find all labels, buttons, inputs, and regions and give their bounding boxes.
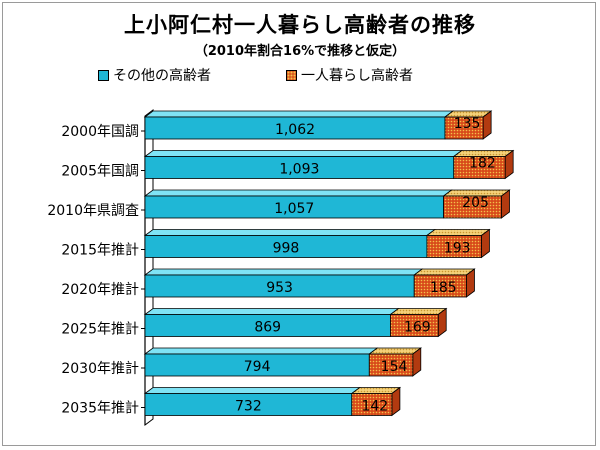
value-label-alone: 135 xyxy=(454,116,481,132)
legend-swatch-other xyxy=(98,69,109,81)
value-label-other: 1,093 xyxy=(279,162,319,178)
value-label-alone: 182 xyxy=(469,156,496,172)
bar-alone-top xyxy=(368,347,422,355)
value-label-alone: 193 xyxy=(444,241,471,257)
bar-other-top xyxy=(143,150,463,157)
value-label-alone: 154 xyxy=(381,359,408,375)
category-label: 2030年推計 xyxy=(61,361,139,377)
value-label-other: 869 xyxy=(254,320,281,336)
legend-label-alone: 一人暮らし高齢者 xyxy=(301,68,413,84)
legend: その他の高齢者 一人暮らし高齢者 xyxy=(0,65,600,85)
value-label-other: 732 xyxy=(235,399,262,415)
value-label-alone: 205 xyxy=(462,195,489,211)
chart-subtitle: （2010年割合16%で推移と仮定） xyxy=(194,44,406,59)
bar-alone xyxy=(443,195,502,219)
value-label-other: 953 xyxy=(266,280,293,296)
category-label: 2010年県調査 xyxy=(47,203,139,219)
value-label-alone: 185 xyxy=(430,280,457,296)
value-label-other: 1,062 xyxy=(275,122,315,138)
bar-alone xyxy=(351,393,393,416)
bar-alone xyxy=(413,274,467,298)
value-label-other: 1,057 xyxy=(274,201,314,217)
category-label: 2035年推計 xyxy=(61,401,139,417)
value-label-other: 998 xyxy=(273,241,300,257)
bar-other-top xyxy=(143,308,400,315)
category-label: 2020年推計 xyxy=(61,282,139,298)
legend-item-alone: 一人暮らし高齢者 xyxy=(286,65,413,85)
chart-title: 上小阿仁村一人暮らし高齢者の推移 xyxy=(124,13,476,37)
category-label: 2025年推計 xyxy=(61,322,139,338)
bar-alone xyxy=(390,314,439,337)
bar-alone-top xyxy=(389,308,448,315)
bar-alone xyxy=(453,156,506,179)
bar-other-top xyxy=(143,110,455,118)
bar-alone-top xyxy=(425,229,491,236)
category-label: 2015年推計 xyxy=(61,243,139,259)
legend-label-other: その他の高齢者 xyxy=(113,68,211,84)
bar-other-top xyxy=(143,347,379,355)
bar-alone xyxy=(444,116,484,140)
legend-swatch-alone xyxy=(286,69,297,81)
bar-other-top xyxy=(143,268,424,276)
value-label-alone: 169 xyxy=(404,320,431,336)
bar-other-top xyxy=(143,189,453,197)
legend-item-other: その他の高齢者 xyxy=(98,65,211,85)
value-label-other: 794 xyxy=(244,359,271,375)
category-label: 2000年国調 xyxy=(61,124,139,140)
bar-other-top xyxy=(143,387,361,394)
bar-alone-top xyxy=(413,268,476,276)
bar-alone xyxy=(426,235,482,258)
value-label-alone: 142 xyxy=(361,399,388,415)
bar-alone xyxy=(368,353,414,377)
category-label: 2005年国調 xyxy=(61,164,139,180)
bar-other-top xyxy=(143,229,437,236)
